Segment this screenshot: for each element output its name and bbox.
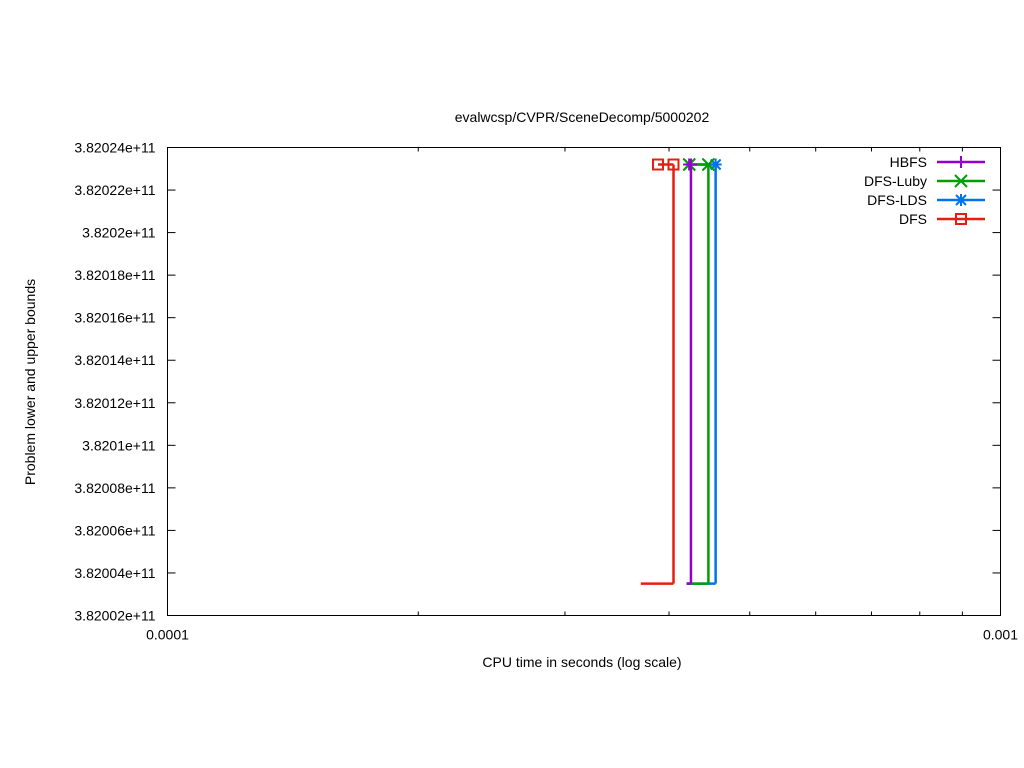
- legend-entry: HBFS: [890, 154, 985, 170]
- y-tick-label: 3.82022e+11: [74, 182, 155, 198]
- x-axis-label: CPU time in seconds (log scale): [482, 654, 681, 670]
- legend-label: DFS-LDS: [867, 192, 927, 208]
- y-tick-label: 3.82004e+11: [74, 565, 155, 581]
- upper-bound-point: [651, 158, 664, 171]
- legend-marker: [955, 156, 967, 168]
- legend-label: DFS-Luby: [864, 173, 927, 189]
- legend-marker: [955, 194, 967, 206]
- upper-bound-point: [667, 158, 680, 171]
- series-dfs: [640, 158, 680, 585]
- y-tick-label: 3.82006e+11: [74, 522, 155, 538]
- y-tick-label: 3.82018e+11: [74, 267, 155, 283]
- legend: HBFS DFS-Luby DFS-LDS DFS: [864, 154, 985, 227]
- series-layer: [640, 157, 722, 585]
- legend-marker: [955, 213, 967, 225]
- legend-marker: [954, 174, 968, 188]
- y-tick-label: 3.82008e+11: [74, 480, 155, 496]
- upper-bound-point: [709, 158, 722, 171]
- series-hbfs: [683, 158, 697, 585]
- y-tick-label: 3.82012e+11: [74, 395, 155, 411]
- y-tick-label: 3.8201e+11: [82, 437, 156, 453]
- axis-ticks: 3.82002e+11 3.82004e+11 3.82006e+11 3.82008…: [74, 140, 1018, 643]
- y-tick-label: 3.82016e+11: [74, 310, 155, 326]
- legend-entry: DFS-LDS: [867, 192, 985, 208]
- legend-label: DFS: [899, 211, 927, 227]
- legend-label: HBFS: [890, 154, 927, 170]
- y-tick-label: 3.82002e+11: [74, 608, 155, 624]
- series-dfs-lds: [683, 158, 722, 585]
- chart-title: evalwcsp/CVPR/SceneDecomp/5000202: [455, 109, 710, 125]
- x-tick-label: 0.001: [983, 627, 1018, 643]
- plot-frame: [167, 147, 1001, 616]
- legend-entry: DFS: [899, 211, 985, 227]
- legend-entry: DFS-Luby: [864, 173, 985, 189]
- y-tick-label: 3.8202e+11: [82, 225, 156, 241]
- x-tick-label: 0.0001: [146, 627, 189, 643]
- y-axis-label: Problem lower and upper bounds: [22, 279, 38, 485]
- series-dfs-luby: [682, 157, 716, 585]
- upper-bound-point: [701, 157, 716, 172]
- y-tick-label: 3.82014e+11: [74, 352, 155, 368]
- y-tick-label: 3.82024e+11: [74, 140, 155, 156]
- upper-bound-point: [684, 158, 697, 171]
